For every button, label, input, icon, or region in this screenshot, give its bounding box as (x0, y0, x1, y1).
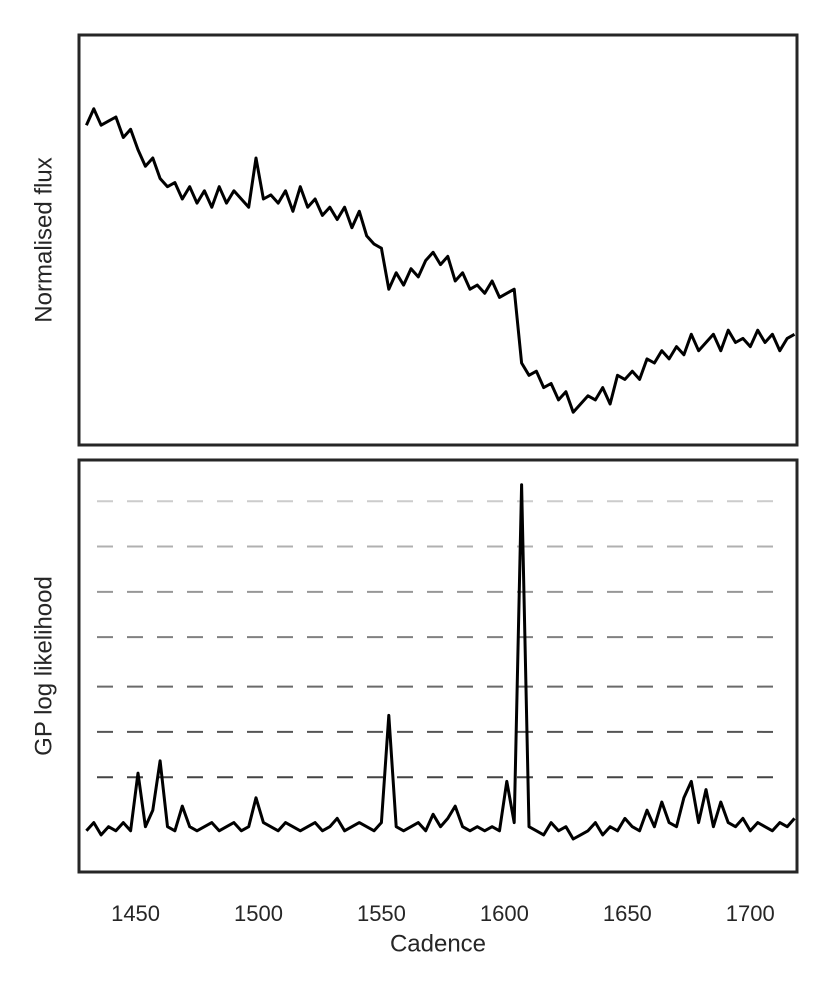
data-line (85, 483, 796, 841)
plot-frame (77, 458, 799, 874)
y-axis-label: GP log likelihood (30, 576, 57, 756)
x-tick-label: 1500 (234, 901, 283, 926)
x-tick-label: 1550 (357, 901, 406, 926)
y-axis-label: Normalised flux (30, 157, 57, 322)
plot-frame (77, 33, 799, 447)
x-tick-label: 1450 (111, 901, 160, 926)
data-line (85, 107, 796, 414)
x-tick-label: 1650 (603, 901, 652, 926)
x-tick-label: 1600 (480, 901, 529, 926)
x-tick-label: 1700 (726, 901, 775, 926)
x-axis-label: Cadence (390, 930, 486, 957)
